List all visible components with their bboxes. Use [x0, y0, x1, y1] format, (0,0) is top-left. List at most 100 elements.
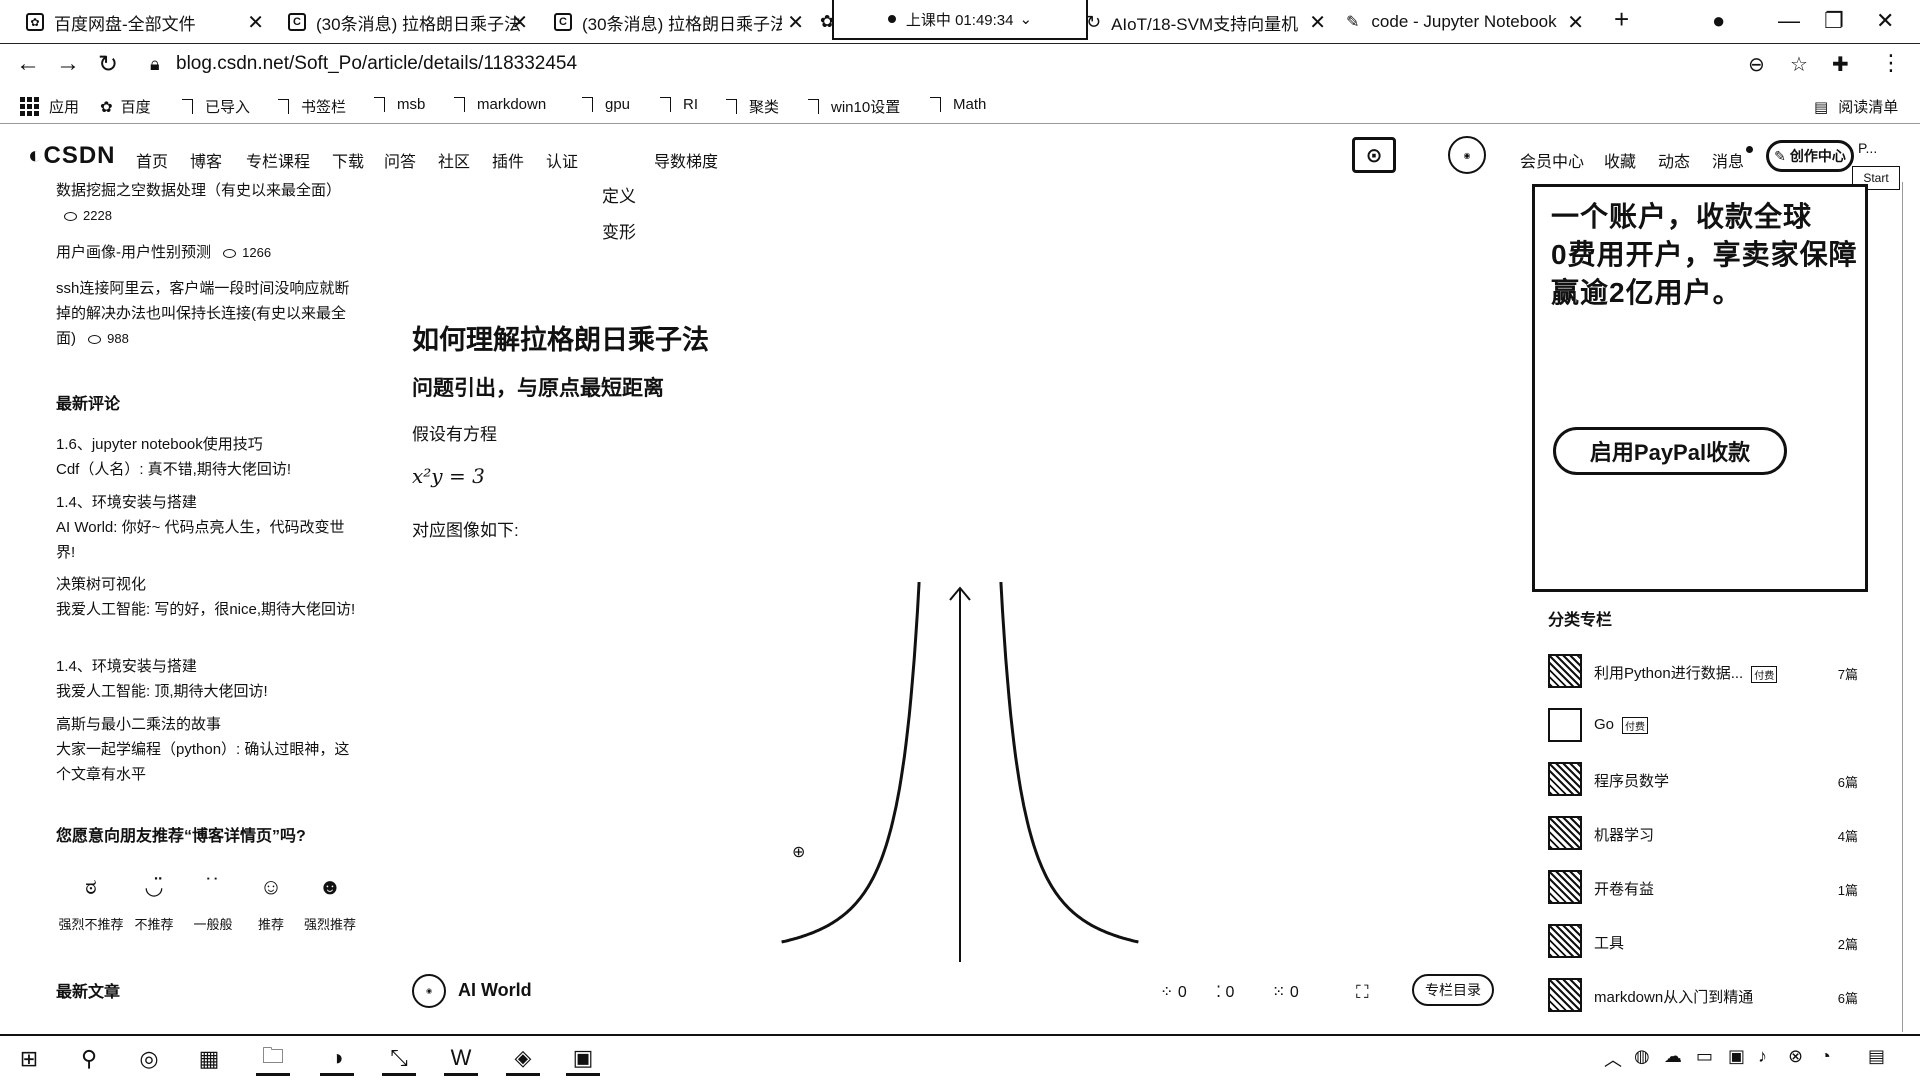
bookmark-baidu[interactable]: ✿ 百度 — [100, 96, 151, 117]
comment-article[interactable]: 1.4、环境安装与搭建 — [56, 658, 197, 675]
create-center-button[interactable]: ✎ 创作中心 — [1766, 140, 1854, 172]
column-catalog-button[interactable]: 专栏目录 — [1412, 974, 1494, 1006]
close-icon[interactable]: ✕ — [1309, 11, 1326, 34]
cloud-icon[interactable]: ☁ — [1664, 1046, 1682, 1066]
tab-jupyter[interactable]: ✎ code - Jupyter Notebook ✕ — [1346, 6, 1584, 38]
avatar[interactable]: ◉ — [1448, 136, 1486, 174]
user-short[interactable]: P... — [1858, 140, 1878, 156]
security-icon[interactable]: ⊗ — [1788, 1046, 1804, 1066]
nav-certification[interactable]: 认证 — [546, 154, 579, 171]
nav-download[interactable]: 下载 — [332, 154, 365, 171]
box-app-icon[interactable]: ◈ — [506, 1042, 540, 1076]
close-icon[interactable]: ✕ — [247, 11, 264, 34]
bookmark-folder-cluster[interactable]: 聚类 — [726, 96, 779, 117]
list-item[interactable]: ssh连接阿里云，客户端一段时间没响应就断掉的解决办法也叫保持长连接(有史以来最… — [56, 276, 356, 351]
nav-plugin[interactable]: 插件 — [492, 154, 525, 171]
comment-stat[interactable]: ⁚ 0 — [1216, 982, 1234, 1002]
toc-item-definition[interactable]: 定义 — [602, 187, 636, 206]
task-view-icon[interactable]: ▦ — [198, 1046, 220, 1071]
tray-chevron-icon[interactable]: ︿ — [1604, 1050, 1622, 1070]
nav-activity[interactable]: 动态 — [1658, 154, 1691, 171]
paypal-button[interactable]: 启用PayPal收款 — [1553, 427, 1787, 475]
rating-strongly[interactable]: ☻ 强烈推荐 — [290, 874, 370, 933]
screen-app-icon[interactable]: ▣ — [566, 1042, 600, 1076]
bookmark-folder-imported[interactable]: 已导入 — [182, 96, 250, 117]
file-explorer-icon[interactable]: 🗀︎ — [256, 1042, 290, 1076]
list-item[interactable]: 工具 2篇 — [1548, 924, 1858, 964]
close-icon[interactable]: ✕ — [1567, 11, 1584, 34]
comment-item[interactable]: 高斯与最小二乘法的故事 大家一起学编程（python）: 确认过眼神，这个文章有… — [56, 712, 356, 787]
bookmark-folder-bar[interactable]: 书签栏 — [278, 96, 346, 117]
nav-community[interactable]: 社区 — [438, 154, 471, 171]
bookmark-apps[interactable]: 应用 — [20, 96, 79, 117]
list-item[interactable]: 机器学习 4篇 — [1548, 816, 1858, 856]
comment-article[interactable]: 1.4、环境安装与搭建 — [56, 494, 197, 511]
notification-center-icon[interactable]: ▤ — [1868, 1046, 1886, 1066]
display-icon[interactable]: ▣ — [1728, 1046, 1746, 1066]
like-stat[interactable]: ⁘ 0 — [1160, 982, 1187, 1002]
tray-app-icon[interactable]: ◍ — [1634, 1046, 1650, 1066]
nav-vip[interactable]: 会员中心 — [1520, 154, 1585, 171]
nav-messages[interactable]: 消息 — [1712, 154, 1745, 171]
comment-item[interactable]: 1.6、jupyter notebook使用技巧 Cdf（人名）: 真不错,期待… — [56, 432, 356, 482]
close-window-icon[interactable]: ✕ — [1876, 8, 1895, 33]
wechat-work-icon[interactable]: W — [444, 1042, 478, 1076]
cortana-icon[interactable]: ◎ — [139, 1046, 159, 1071]
bookmark-folder-gpu[interactable]: gpu — [582, 96, 630, 113]
profile-dropdown-icon[interactable]: ● — [1712, 8, 1726, 33]
comment-article[interactable]: 高斯与最小二乘法的故事 — [56, 716, 222, 733]
close-icon[interactable]: ✕ — [511, 11, 528, 34]
app-icon[interactable]: ◑ — [320, 1042, 354, 1076]
zoom-icon[interactable]: ⊖ — [1748, 54, 1765, 76]
restore-icon[interactable]: ❐ — [1824, 8, 1844, 33]
nav-courses[interactable]: 专栏课程 — [246, 154, 311, 171]
forward-arrow-icon[interactable]: → — [56, 50, 80, 77]
list-item[interactable]: 程序员数学 6篇 — [1548, 762, 1858, 802]
list-item[interactable]: Go 付费 — [1548, 708, 1858, 748]
fullscreen-icon[interactable]: ⛶ — [1356, 982, 1369, 1002]
comment-item[interactable]: 1.4、环境安装与搭建 我爱人工智能: 顶,期待大佬回访! — [56, 654, 356, 704]
search-button[interactable]: ⊙ — [1352, 137, 1396, 173]
nav-blog[interactable]: 博客 — [190, 154, 223, 171]
list-item[interactable]: 利用Python进行数据... 付费 7篇 — [1548, 654, 1858, 694]
network-icon[interactable]: ▭ — [1696, 1046, 1714, 1066]
comment-article[interactable]: 1.6、jupyter notebook使用技巧 — [56, 436, 263, 453]
comment-item[interactable]: 1.4、环境安装与搭建 AI World: 你好~ 代码点亮人生，代码改变世界! — [56, 490, 356, 565]
author-name[interactable]: AI World — [458, 980, 532, 1000]
reload-icon[interactable]: ↻ — [98, 51, 119, 78]
search-icon[interactable]: ⚲ — [80, 1046, 98, 1071]
share-icon[interactable]: ☆ — [1790, 54, 1808, 76]
bookmark-folder-win10[interactable]: win10设置 — [808, 96, 900, 117]
bookmark-folder-msb[interactable]: msb — [374, 96, 425, 113]
extensions-icon[interactable]: ✚ — [1832, 54, 1849, 76]
function-plot[interactable] — [780, 582, 1140, 962]
ime-icon[interactable]: ◔ — [1820, 1046, 1831, 1066]
toc-item-transform[interactable]: 变形 — [602, 223, 636, 242]
reading-list[interactable]: ▤ 阅读清单 — [1814, 96, 1898, 117]
close-icon[interactable]: ✕ — [787, 11, 804, 34]
list-item[interactable]: 数据挖掘之空数据处理（有史以来最全面） 2228 — [56, 178, 356, 228]
list-item[interactable]: markdown从入门到精通 6篇 — [1548, 978, 1858, 1018]
tab-csdn-1[interactable]: C (30条消息) 拉格朗日乘子法 ✕ — [288, 6, 528, 38]
comment-item[interactable]: 决策树可视化 我爱人工智能: 写的好，很nice,期待大佬回访! — [56, 572, 356, 622]
paypal-ad[interactable]: 一个账户，收款全球 0费用开户，享卖家保障 赢逾2亿用户。 启用PayPal收款 — [1532, 184, 1868, 592]
rating-recommend[interactable]: ☺ 推荐 — [236, 874, 306, 933]
nav-home[interactable]: 首页 — [136, 154, 169, 171]
bookmark-folder-math[interactable]: Math — [930, 96, 986, 113]
search-hint[interactable]: 导数梯度 — [654, 154, 719, 171]
new-tab-plus-icon[interactable]: + — [1614, 4, 1630, 34]
lesson-status-pill[interactable]: 上课中 01:49:34 ⌄ — [832, 0, 1088, 40]
nav-qa[interactable]: 问答 — [384, 154, 417, 171]
windows-start-icon[interactable]: ⊞ — [19, 1046, 39, 1071]
minimize-icon[interactable]: — — [1778, 8, 1800, 33]
tab-partial[interactable]: ✿ — [820, 6, 840, 38]
zoom-in-icon[interactable]: ⊕ — [792, 844, 806, 861]
avatar[interactable]: ◉ — [412, 974, 446, 1008]
volume-icon[interactable]: ♪ — [1758, 1046, 1767, 1066]
tab-baidu-pan[interactable]: ✿ 百度网盘-全部文件 ✕ — [26, 6, 264, 38]
back-arrow-icon[interactable]: ← — [16, 50, 40, 77]
list-item[interactable]: 用户画像-用户性别预测 1266 — [56, 240, 356, 265]
tab-csdn-2[interactable]: C (30条消息) 拉格朗日乘子法 ✕ — [554, 6, 804, 38]
bookmark-folder-markdown[interactable]: markdown — [454, 96, 546, 113]
list-item[interactable]: 开卷有益 1篇 — [1548, 870, 1858, 910]
